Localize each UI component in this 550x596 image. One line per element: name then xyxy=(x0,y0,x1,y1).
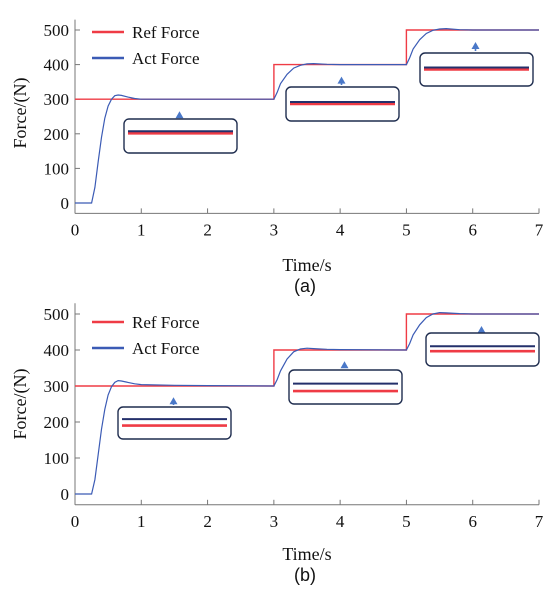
y-tick-label: 100 xyxy=(44,449,70,468)
x-axis-label: Time/s xyxy=(282,255,331,275)
zoom-arrow-head xyxy=(471,42,480,49)
y-tick-label: 400 xyxy=(44,56,70,75)
legend-label: Act Force xyxy=(132,49,200,68)
y-tick-label: 300 xyxy=(44,90,70,109)
x-tick-label: 3 xyxy=(270,512,279,531)
x-tick-label: 3 xyxy=(270,220,279,239)
legend-label: Act Force xyxy=(132,339,200,358)
x-tick-label: 6 xyxy=(468,512,477,531)
zoom-arrow-head xyxy=(337,76,346,84)
x-tick-label: 0 xyxy=(71,512,80,531)
zoom-arrow-head xyxy=(340,361,349,369)
x-tick-label: 4 xyxy=(336,512,345,531)
x-tick-label: 2 xyxy=(203,512,212,531)
y-tick-label: 400 xyxy=(44,341,70,360)
x-tick-label: 1 xyxy=(137,220,146,239)
x-tick-label: 7 xyxy=(535,220,544,239)
zoom-arrow-head xyxy=(175,111,184,119)
panel-caption: (b) xyxy=(294,565,316,585)
y-axis-label: Force/(N) xyxy=(10,369,31,440)
chart-panel-a: 0 100 200 300 400 500 0 1 2 3 4 5 6 7 Time/s Force/(N) (… xyxy=(10,19,544,296)
x-tick-label: 5 xyxy=(402,220,411,239)
zoom-arrow-head xyxy=(169,397,178,405)
y-tick-label: 500 xyxy=(44,21,70,40)
zoom-inset-box xyxy=(123,118,238,154)
y-tick-label: 0 xyxy=(61,485,70,504)
legend-label: Ref Force xyxy=(132,23,200,42)
zoom-arrow-head xyxy=(477,326,486,333)
x-tick-label: 2 xyxy=(203,220,212,239)
y-tick-label: 0 xyxy=(61,194,70,213)
zoom-inset-box xyxy=(425,332,540,367)
act-force-line xyxy=(75,27,539,204)
x-tick-label: 6 xyxy=(468,220,477,239)
y-axis-label: Force/(N) xyxy=(10,78,31,149)
y-tick-label: 300 xyxy=(44,377,70,396)
act-force-line xyxy=(75,311,539,495)
zoom-inset-box xyxy=(288,369,403,405)
y-tick-label: 100 xyxy=(44,159,70,178)
x-tick-label: 4 xyxy=(336,220,345,239)
x-tick-label: 5 xyxy=(402,512,411,531)
x-tick-label: 7 xyxy=(535,512,544,531)
x-tick-label: 1 xyxy=(137,512,146,531)
y-tick-label: 200 xyxy=(44,413,70,432)
zoom-inset-box xyxy=(117,406,232,440)
y-tick-label: 200 xyxy=(44,125,70,144)
legend-label: Ref Force xyxy=(132,313,200,332)
x-axis-label: Time/s xyxy=(282,544,331,564)
x-tick-label: 0 xyxy=(71,220,80,239)
y-tick-label: 500 xyxy=(44,305,70,324)
chart-panel-b: 0 100 200 300 400 500 0 1 2 3 4 5 6 7 Time/s Force/(N) (… xyxy=(10,303,544,585)
panel-caption: (a) xyxy=(294,276,316,296)
